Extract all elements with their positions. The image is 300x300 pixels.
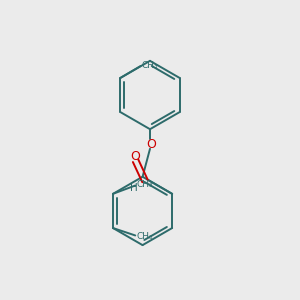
Text: H: H xyxy=(130,183,137,193)
Text: O: O xyxy=(130,150,140,163)
Text: CH₃: CH₃ xyxy=(136,232,153,241)
Text: O: O xyxy=(146,138,156,151)
Text: CH₃: CH₃ xyxy=(136,180,153,189)
Text: CH₃: CH₃ xyxy=(142,61,158,70)
